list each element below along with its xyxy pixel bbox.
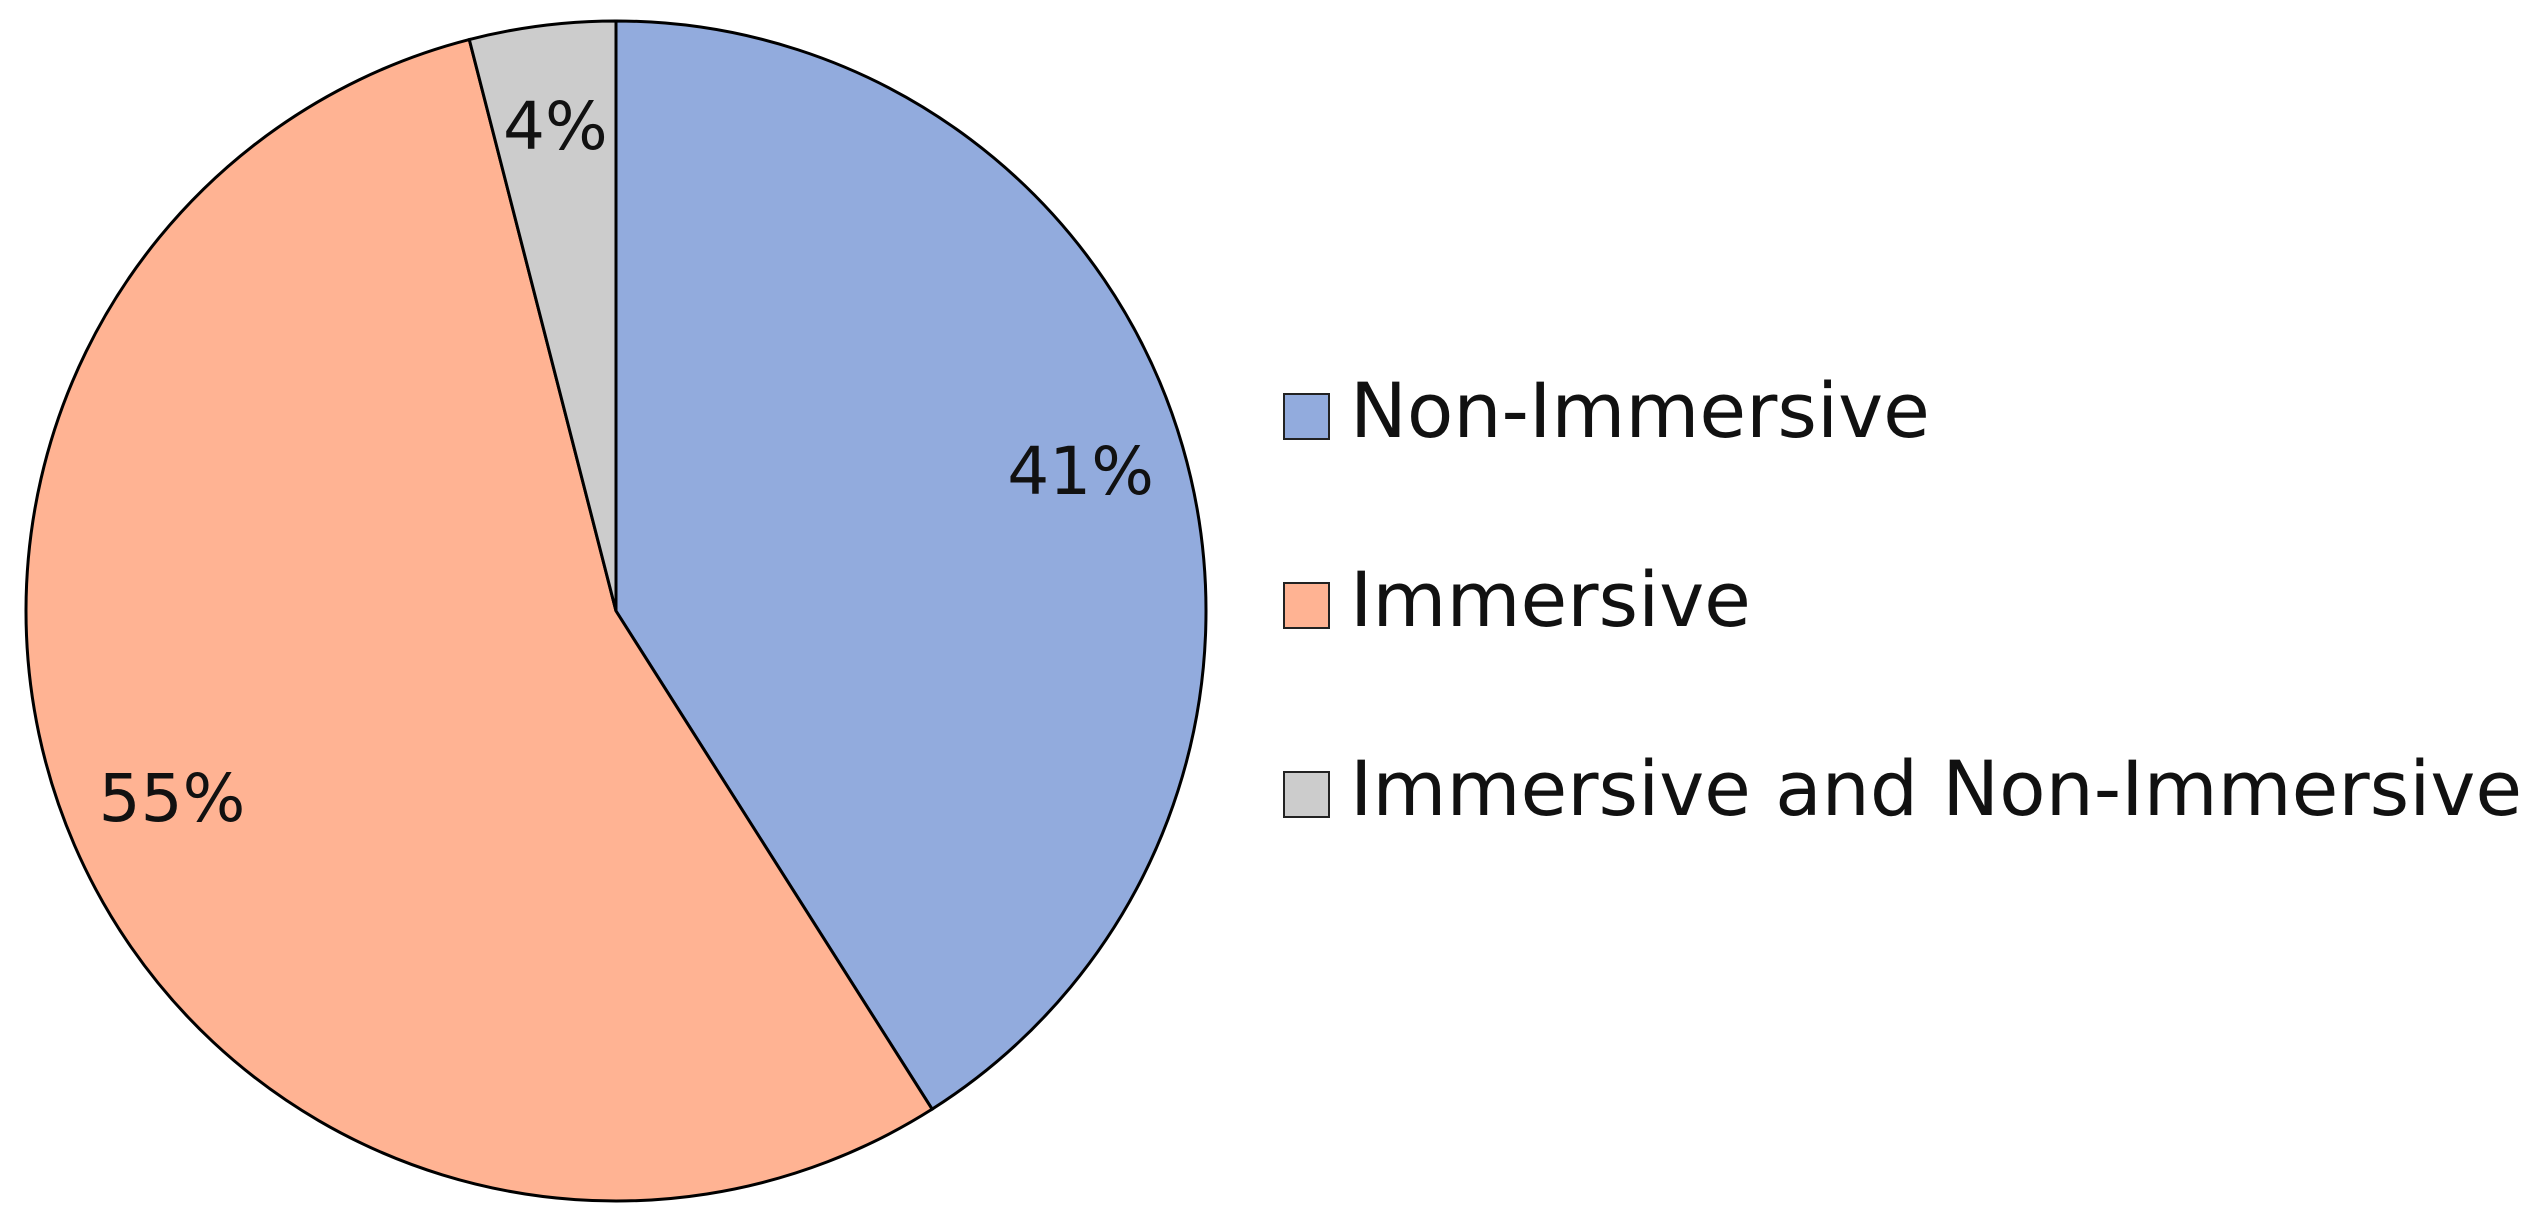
pie-slice bbox=[467, 19, 618, 612]
legend-swatch bbox=[1283, 582, 1330, 629]
legend-swatch bbox=[1283, 393, 1330, 440]
data-label: 41% bbox=[1007, 433, 1154, 510]
data-label: 55% bbox=[99, 760, 246, 837]
pie-slice bbox=[614, 19, 1208, 1112]
data-label: 4% bbox=[503, 88, 608, 165]
legend-label: Non-Immersive bbox=[1350, 366, 1930, 455]
pie-slice bbox=[24, 37, 935, 1203]
legend-swatch bbox=[1283, 771, 1330, 818]
legend-label: Immersive and Non-Immersive bbox=[1350, 744, 2522, 833]
legend-label: Immersive bbox=[1350, 555, 1751, 644]
